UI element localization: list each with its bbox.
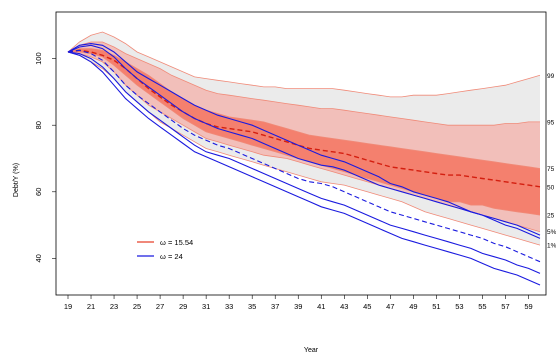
x-tick-label: 23 — [110, 302, 118, 311]
x-tick-label: 57 — [501, 302, 509, 311]
x-tick-label: 25 — [133, 302, 141, 311]
x-tick-label: 21 — [87, 302, 95, 311]
x-axis: 19 21 23 25 27 29 31 33 35 37 39 41 43 45 47 49 51 53 55 57… — [64, 295, 533, 311]
y-tick-label: 80 — [34, 121, 43, 129]
blue-median-line — [67, 49, 541, 263]
x-tick-label: 59 — [524, 302, 532, 311]
x-tick-label: 39 — [294, 302, 302, 311]
x-tick-label: 51 — [432, 302, 440, 311]
y-axis: 40 60 80 100 — [34, 52, 56, 263]
fan-edge-p75 — [67, 48, 541, 169]
x-tick-label: 45 — [363, 302, 371, 311]
plot-frame — [55, 11, 547, 296]
x-tick-label: 47 — [386, 302, 394, 311]
y-tick-label: 60 — [34, 188, 43, 196]
percentile-label-p50: 50 — [547, 184, 555, 191]
x-tick-label: 35 — [248, 302, 256, 311]
percentile-label-p1: 1% — [547, 243, 556, 250]
y-axis-title: Debt/Y (%) — [13, 163, 20, 197]
fan-edge-p95 — [67, 41, 540, 126]
blue-line-p1 — [67, 51, 541, 286]
percentile-label-p75: 75 — [547, 166, 555, 173]
band-25-75 — [68, 48, 540, 216]
blue-line-p99 — [67, 43, 541, 239]
x-tick-label: 29 — [179, 302, 187, 311]
x-tick-label: 37 — [271, 302, 279, 311]
x-tick-label: 31 — [202, 302, 210, 311]
x-tick-label: 19 — [64, 302, 72, 311]
x-tick-label: 33 — [225, 302, 233, 311]
fan-median-line — [67, 49, 541, 188]
x-tick-label: 43 — [340, 302, 348, 311]
percentile-labels: 99 95 75 50 25 5% 1% — [547, 73, 556, 250]
percentile-label-p5: 5% — [547, 229, 556, 236]
y-tick-label: 100 — [34, 52, 43, 65]
x-tick-label: 49 — [409, 302, 417, 311]
x-tick-label: 41 — [317, 302, 325, 311]
percentile-label-p25: 25 — [547, 213, 555, 220]
x-axis-title: Year — [304, 347, 319, 354]
y-tick-label: 40 — [34, 254, 43, 262]
x-tick-label: 53 — [455, 302, 463, 311]
blue-line-p5 — [67, 51, 541, 274]
percentile-label-p99: 99 — [547, 73, 555, 80]
blue-line-p95 — [67, 44, 541, 236]
x-tick-label: 55 — [478, 302, 486, 311]
bands-layer — [67, 31, 541, 246]
x-tick-label: 27 — [156, 302, 164, 311]
lines-layer — [67, 43, 541, 286]
legend-label-omega-24: ω = 24 — [160, 252, 183, 261]
legend-label-omega-15-54: ω = 15.54 — [160, 238, 193, 247]
legend: ω = 15.54 ω = 24 — [137, 238, 193, 261]
percentile-label-p95: 95 — [547, 119, 555, 126]
fan-edge-p99 — [67, 31, 541, 98]
